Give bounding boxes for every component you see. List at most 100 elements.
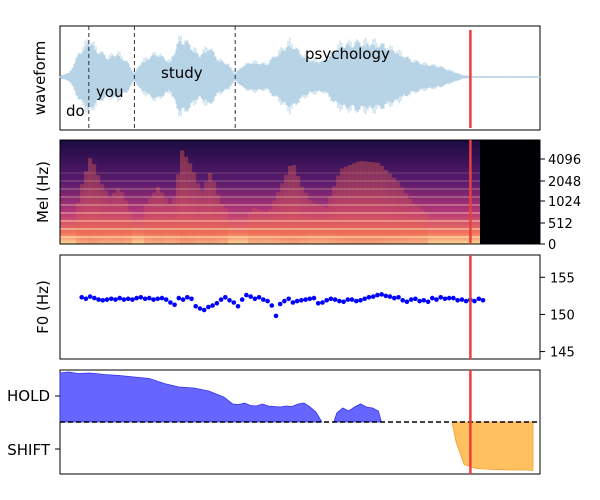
f0-point xyxy=(104,297,110,302)
f0-point xyxy=(404,299,410,305)
f0-point xyxy=(176,295,182,301)
mel-energy-column xyxy=(104,190,109,244)
mel-energy-column xyxy=(340,168,345,244)
mel-energy-column xyxy=(88,158,93,244)
f0-point xyxy=(172,302,177,308)
mel-energy-column xyxy=(196,183,201,244)
f0-panel: 145 150 155 F0 (Hz) xyxy=(34,254,575,361)
f0-point xyxy=(201,307,207,313)
mel-energy-column xyxy=(272,200,277,244)
f0-point xyxy=(239,297,245,302)
mel-energy-column xyxy=(116,188,121,244)
hold-probability-area-second xyxy=(333,403,382,423)
f0-point xyxy=(223,295,228,300)
f0-point xyxy=(434,297,439,302)
mel-energy-column xyxy=(144,204,149,244)
shift-tick-label: SHIFT xyxy=(7,441,51,459)
f0-point xyxy=(147,295,152,301)
word-label-psychology: psychology xyxy=(305,45,390,63)
mel-energy-column xyxy=(112,192,117,244)
mel-energy-column xyxy=(412,203,417,244)
mel-energy-column xyxy=(372,162,377,244)
f0-point xyxy=(299,298,304,303)
mel-energy-column xyxy=(100,184,105,244)
f0-point xyxy=(138,295,144,300)
word-label-you: you xyxy=(96,83,124,101)
f0-point xyxy=(362,296,368,302)
mel-energy-column xyxy=(296,175,301,244)
mel-energy-column xyxy=(388,173,393,244)
mel-energy-column xyxy=(200,190,205,244)
waveform-trace xyxy=(59,35,541,117)
shift-probability-area xyxy=(451,421,534,471)
mel-ytick-label: 512 xyxy=(548,217,573,232)
f0-point xyxy=(180,297,186,302)
f0-point xyxy=(408,297,414,302)
f0-point xyxy=(100,298,106,303)
mel-harmonic-band xyxy=(60,204,540,206)
f0-point xyxy=(354,298,359,304)
mel-energy-column xyxy=(96,175,101,244)
mel-energy-column xyxy=(384,169,389,244)
mel-energy-column xyxy=(176,174,181,244)
mel-harmonic-band xyxy=(60,220,540,222)
mel-energy-column xyxy=(312,203,317,244)
f0-point xyxy=(451,295,456,301)
mel-energy-column xyxy=(404,193,409,244)
f0-point xyxy=(92,295,97,301)
f0-point xyxy=(370,294,376,299)
f0-point xyxy=(311,295,317,301)
mel-ytick-label: 1024 xyxy=(548,195,581,210)
f0-point xyxy=(248,294,253,299)
mel-panel: 0 512 1024 2048 4096 Mel (Hz) xyxy=(34,139,581,253)
mel-ytick-label: 4096 xyxy=(548,153,581,168)
f0-point xyxy=(375,292,380,298)
mel-energy-column xyxy=(180,150,185,244)
mel-energy-column xyxy=(304,193,309,244)
mel-energy-column xyxy=(284,174,289,244)
f0-point xyxy=(79,295,84,300)
f0-point xyxy=(307,296,313,302)
mel-energy-column xyxy=(264,211,269,244)
f0-point xyxy=(332,297,338,302)
f0-point xyxy=(265,298,270,304)
mel-energy-column xyxy=(344,166,349,244)
f0-point xyxy=(277,301,283,307)
f0-point xyxy=(366,295,372,300)
f0-point xyxy=(155,296,160,302)
f0-point xyxy=(446,295,452,301)
f0-point xyxy=(400,298,406,303)
f0-point xyxy=(294,298,300,304)
mel-harmonic-band xyxy=(60,212,540,214)
mel-energy-column xyxy=(424,212,429,244)
f0-point xyxy=(480,298,486,303)
mel-harmonic-band xyxy=(60,172,540,174)
f0-point xyxy=(142,296,148,302)
f0-point xyxy=(159,295,165,301)
f0-point xyxy=(328,296,334,302)
mel-energy-column xyxy=(148,198,153,244)
hold-probability-area xyxy=(59,371,323,423)
mel-energy-column xyxy=(324,207,329,244)
mel-energy-column xyxy=(300,186,305,244)
mel-energy-column xyxy=(260,210,265,244)
mel-energy-column xyxy=(204,181,209,244)
mel-energy-column xyxy=(128,210,133,244)
f0-point xyxy=(463,298,469,304)
mel-harmonic-band xyxy=(60,236,540,238)
mel-energy-column xyxy=(288,166,293,244)
mel-energy-column xyxy=(156,186,161,244)
mel-energy-column xyxy=(368,161,373,244)
f0-point xyxy=(459,297,465,302)
f0-point xyxy=(197,306,203,311)
mel-energy-column xyxy=(184,156,189,244)
mel-harmonic-band xyxy=(60,228,540,230)
f0-point xyxy=(383,293,389,299)
f0-point xyxy=(286,296,292,302)
f0-point xyxy=(83,296,89,302)
f0-point xyxy=(206,304,211,310)
f0-point xyxy=(269,303,275,308)
mel-energy-column xyxy=(84,171,89,244)
